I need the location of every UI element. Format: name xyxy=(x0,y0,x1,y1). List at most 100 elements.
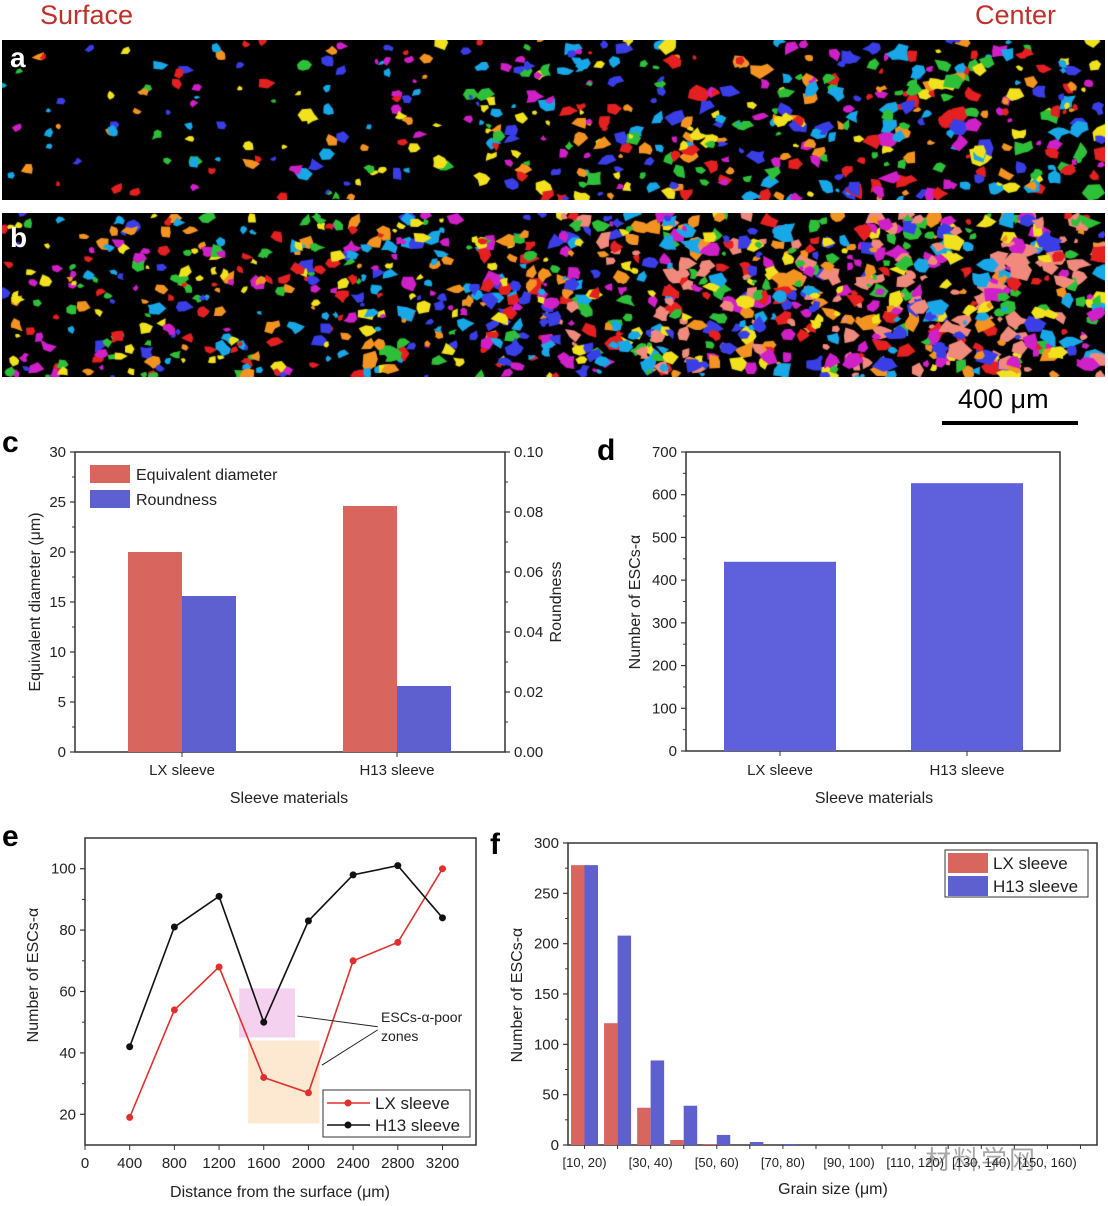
point-e xyxy=(394,862,402,870)
point-e xyxy=(394,938,402,946)
bar-f-lx-sleeve xyxy=(604,1023,618,1145)
chart-c-y2-tick-label: 0.08 xyxy=(514,504,543,521)
point-e xyxy=(304,1089,312,1097)
chart-d-y-tick-label: 400 xyxy=(652,572,677,589)
panel-label-a: a xyxy=(10,42,26,73)
legend-marker-e xyxy=(344,1099,352,1107)
panel-label-f: f xyxy=(490,828,500,861)
line-e-lx-sleeve xyxy=(128,868,444,1118)
chart-e-y-tick-label: 80 xyxy=(59,922,76,939)
panel-label-c: c xyxy=(2,426,19,459)
chart-e-x-tick-label: 400 xyxy=(117,1155,142,1172)
chart-d-y-tick-label: 100 xyxy=(652,700,677,717)
chart-f-x-tick-label: [30, 40) xyxy=(629,1155,673,1170)
chart-f-x-tick-label: [10, 20) xyxy=(562,1155,606,1170)
chart-e-x-tick-label: 800 xyxy=(162,1155,187,1172)
bar-f-lx-sleeve xyxy=(670,1139,684,1145)
chart-c-x-tick-label: LX sleeve xyxy=(149,762,215,779)
point-e xyxy=(215,963,223,971)
chart-c-y2-tick-label: 0.06 xyxy=(514,564,543,581)
chart-c-y2-tick-label: 0.00 xyxy=(514,744,543,761)
chart-c-y-tick-label: 30 xyxy=(49,444,66,461)
bar-f-lx-sleeve xyxy=(571,865,585,1145)
bar-c-equivalent-diameter xyxy=(128,552,182,752)
chart-f-y-tick-label: 200 xyxy=(534,936,559,953)
chart-f-y-tick-label: 300 xyxy=(534,835,559,852)
panel-label-d: d xyxy=(597,434,616,467)
bar-d xyxy=(724,561,836,751)
chart-e-y-tick-label: 60 xyxy=(59,984,76,1001)
bar-f-lx-sleeve xyxy=(703,1143,717,1145)
panel-label-b: b xyxy=(10,222,28,253)
chart-c-y2label: Roundness xyxy=(548,562,565,643)
bar-f-h13-sleeve xyxy=(617,935,632,1145)
legend-label-e: H13 sleeve xyxy=(375,1116,460,1135)
bar-f-h13-sleeve xyxy=(584,865,598,1145)
legend-f xyxy=(944,849,1089,898)
point-e xyxy=(349,957,357,965)
bar-d xyxy=(911,483,1023,751)
legend-label-f: LX sleeve xyxy=(993,854,1068,873)
chart-c-y-tick-label: 5 xyxy=(58,694,66,711)
chart-d-y-tick-label: 300 xyxy=(652,615,677,632)
bar-f-h13-sleeve xyxy=(650,1060,665,1145)
chart-e-y-tick-label: 20 xyxy=(59,1106,76,1123)
point-e xyxy=(215,892,223,900)
annotation-arrow xyxy=(321,1029,378,1066)
legend-e xyxy=(322,1089,471,1138)
chart-e-y-tick-label: 100 xyxy=(51,861,76,878)
chart-c-y2-tick-label: 0.04 xyxy=(514,624,543,641)
bar-c-roundness xyxy=(397,686,451,752)
chart-c-x-tick-label: H13 sleeve xyxy=(359,762,434,779)
chart-f-y-tick-label: 250 xyxy=(534,885,559,902)
chart-c-y2-tick-label: 0.10 xyxy=(514,444,543,461)
chart-f-xlabel: Grain size (μm) xyxy=(778,1181,888,1198)
chart-c-y-tick-label: 20 xyxy=(49,544,66,561)
chart-f-y-tick-label: 50 xyxy=(542,1087,559,1104)
annotation-text: zones xyxy=(381,1028,418,1044)
point-e xyxy=(260,1018,268,1026)
bar-f-h13-sleeve xyxy=(683,1105,698,1145)
chart-c-y-tick-label: 0 xyxy=(58,744,66,761)
chart-f-y-tick-label: 150 xyxy=(534,986,559,1003)
bar-c-equivalent-diameter xyxy=(343,506,397,752)
legend-label-c: Equivalent diameter xyxy=(136,467,278,484)
chart-f-y-tick-label: 0 xyxy=(551,1137,559,1154)
chart-e-x-tick-label: 2000 xyxy=(292,1155,325,1172)
point-e xyxy=(438,914,446,922)
legend-swatch-f xyxy=(948,876,988,896)
chart-e-x-tick-label: 1200 xyxy=(202,1155,235,1172)
chart-f-x-tick-label: [150, 160) xyxy=(1018,1155,1077,1170)
chart-f-y-tick-label: 100 xyxy=(534,1036,559,1053)
chart-e-ylabel: Number of ESCs-α xyxy=(25,908,42,1043)
legend-label-c: Roundness xyxy=(136,492,217,509)
point-e xyxy=(438,865,446,873)
point-e xyxy=(304,917,312,925)
chart-c-y-tick-label: 25 xyxy=(49,494,66,511)
line-e-h13-sleeve xyxy=(128,864,444,1048)
chart-d-y-tick-label: 200 xyxy=(652,658,677,675)
chart-d-y-tick-label: 0 xyxy=(669,743,677,760)
legend-label-f: H13 sleeve xyxy=(993,877,1078,896)
scale-bar xyxy=(942,421,1078,425)
chart-e-x-tick-label: 2800 xyxy=(381,1155,414,1172)
surface-label: Surface xyxy=(40,0,134,30)
chart-f-x-tick-label: [130, 140) xyxy=(952,1155,1011,1170)
chart-f-x-tick-label: [110, 120) xyxy=(886,1155,944,1170)
point-e xyxy=(170,923,178,931)
chart-c-y-tick-label: 10 xyxy=(49,644,66,661)
chart-e-x-tick-label: 2400 xyxy=(336,1155,369,1172)
center-label: Center xyxy=(975,0,1057,30)
annotation-text: ESCs-α-poor xyxy=(381,1009,463,1025)
point-e xyxy=(349,871,357,879)
chart-e-xlabel: Distance from the surface (μm) xyxy=(170,1184,390,1201)
bar-f-h13-sleeve xyxy=(782,1143,797,1145)
chart-c-y2-tick-label: 0.02 xyxy=(514,684,543,701)
point-e xyxy=(260,1073,268,1081)
chart-c-y-tick-label: 15 xyxy=(49,594,66,611)
point-e xyxy=(126,1043,134,1051)
annotation-arrow xyxy=(297,1015,378,1028)
bar-f-lx-sleeve xyxy=(637,1107,651,1145)
legend-label-e: LX sleeve xyxy=(375,1094,450,1113)
